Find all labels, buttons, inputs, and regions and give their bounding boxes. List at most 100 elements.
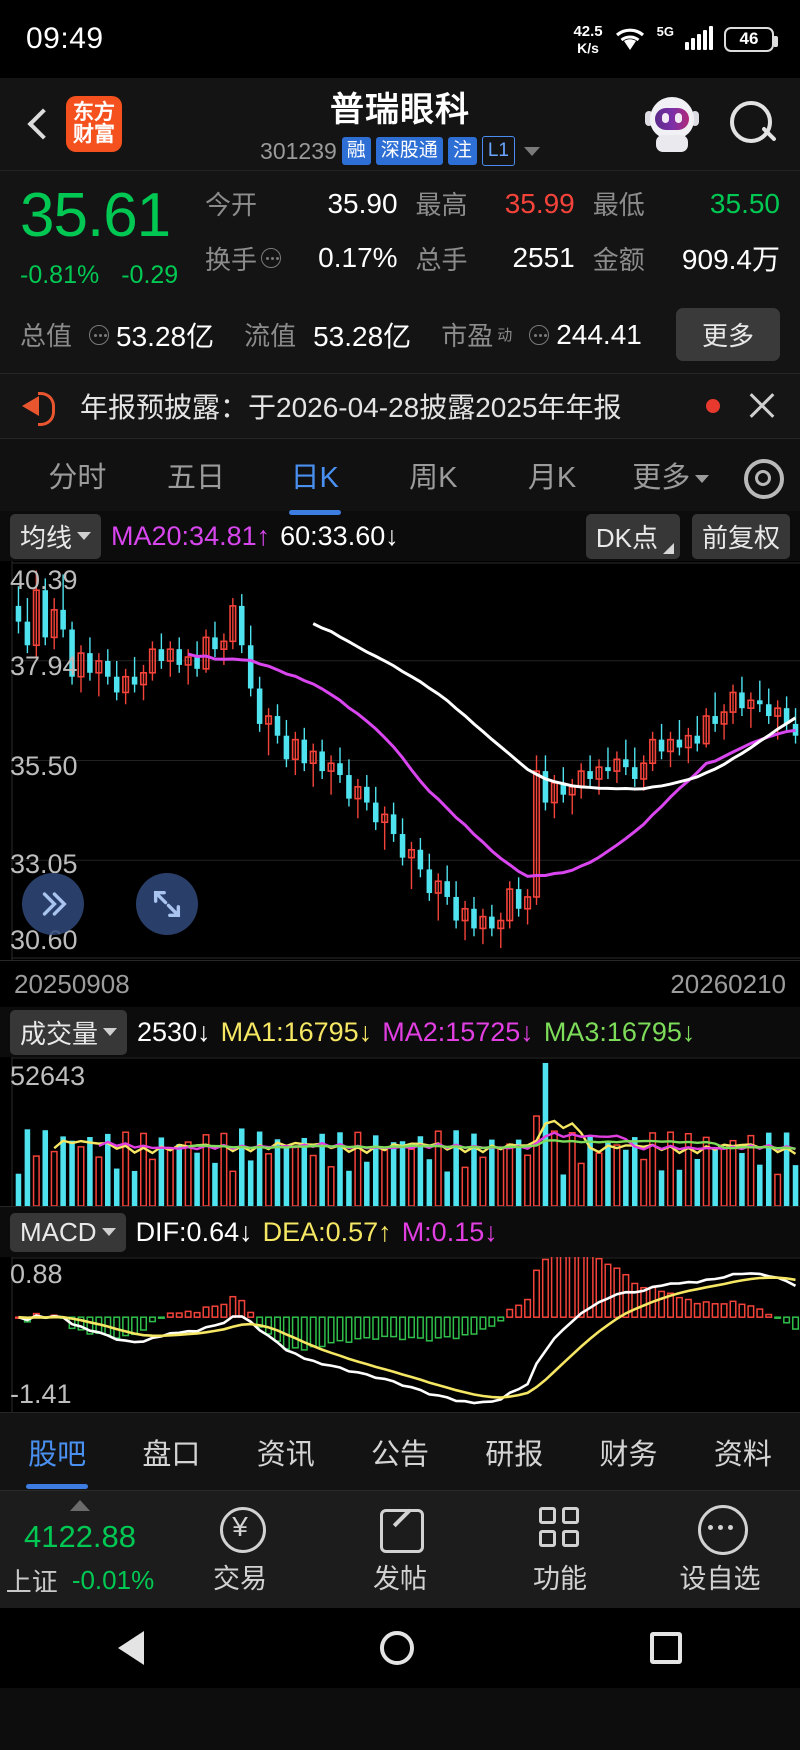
battery-icon: 46 [724,26,778,52]
double-chevron-right-icon[interactable] [22,873,84,935]
brand-logo[interactable]: 东方 财富 [66,96,122,152]
close-icon[interactable] [746,390,778,422]
tab-research[interactable]: 研报 [485,1438,544,1471]
amount-label: 金额 [592,244,645,275]
stock-meta-row: 301239 融 深股通 注 L1 [0,136,800,166]
turnover-label-text: 换手 [205,244,258,275]
volume-selector[interactable]: 成交量 [10,1009,128,1055]
index-widget[interactable]: 4122.88 上证 -0.01% [0,1500,160,1599]
turnover-label: 换手 [205,240,305,277]
gear-icon[interactable] [738,453,785,499]
footer-functions[interactable]: 功能 [480,1504,640,1596]
tag-margin[interactable]: 融 [341,137,371,165]
ma-selector[interactable]: 均线 [10,513,102,559]
pe-label: 市盈动 [441,316,522,353]
mktcap-label: 总值 [20,321,73,351]
open-label: 今开 [205,190,258,220]
wifi-icon [615,28,644,50]
tab-daily-k[interactable]: 日K [255,454,374,496]
ma20-value: MA20:34.81↑ [111,520,271,551]
brand-line-1: 东方 [73,100,115,124]
battery-level: 46 [739,29,759,48]
quote-secondary-row: 总值 53.28亿 流值 53.28亿 市盈动 244.41 更多 [20,308,780,361]
candlestick-chart[interactable]: 40.39 37.94 35.50 33.05 30.60 [0,561,800,961]
tag-level[interactable]: L1 [481,136,515,166]
info-icon[interactable] [89,324,110,345]
info-icon[interactable] [261,248,282,268]
chevron-down-icon[interactable] [523,146,540,156]
volume-selector-label: 成交量 [20,1018,99,1049]
quote-main-row: 35.61 -0.81% -0.29 今开 35.90 最高 35.99 最低 … [20,185,780,290]
notice-actions [706,390,778,422]
volume-indicator-strip: 成交量 2530↓ MA1:16795↓ MA2:15725↓ MA3:1679… [0,1007,800,1057]
adjust-mode-button[interactable]: 前复权 [691,513,790,559]
tab-forum[interactable]: 股吧 [0,1431,114,1473]
macd-chart[interactable]: 0.88 -1.41 [0,1257,800,1412]
pe-superscript: 动 [497,327,513,344]
volume-ma3: MA3:16795↓ [543,1016,696,1047]
ma60-value: 60:33.60↓ [280,520,399,551]
candlestick-svg [11,561,800,960]
float-cap-cell: 流值 53.28亿 [244,315,411,355]
high-value: 35.99 [504,187,575,219]
footer-post[interactable]: 发帖 [320,1504,480,1596]
notice-bar[interactable]: 年报预披露：于2026-04-28披露2025年年报 [0,373,800,439]
macd-dea: DEA:0.57↑ [262,1216,392,1247]
ma-indicator-strip: 均线 MA20:34.81↑ 60:33.60↓ DK点 前复权 [0,511,800,561]
tab-orderbook[interactable]: 盘口 [142,1438,201,1471]
signal-bars-icon [685,26,713,50]
tab-news[interactable]: 资讯 [256,1438,315,1471]
fullscreen-arrows-icon[interactable] [136,873,198,935]
volume-ma1: MA1:16795↓ [220,1016,373,1047]
footer-watchlist[interactable]: 设自选 [640,1504,800,1596]
megaphone-icon [22,389,62,426]
dk-point-button[interactable]: DK点 [585,513,680,559]
more-button[interactable]: 更多 [675,308,780,361]
net-speed-unit: K/s [577,39,599,56]
macd-m: M:0.15↓ [401,1216,498,1247]
tab-more-label: 更多 [632,462,691,494]
tab-monthly-k[interactable]: 月K [527,462,577,494]
volume-value: 2551 [512,242,575,273]
grid-apps-icon [537,1504,583,1550]
edit-post-icon [377,1504,424,1553]
quote-price-block: 35.61 -0.81% -0.29 [20,185,205,290]
change-absolute: -0.29 [121,261,179,289]
chevron-down-icon [77,532,92,540]
status-bar: 09:49 42.5 K/s 5G 46 [0,0,800,78]
tag-connect[interactable]: 深股通 [375,137,443,165]
pe-value: 244.41 [556,318,642,350]
macd-dif: DIF:0.64↓ [135,1216,253,1247]
tab-announcements[interactable]: 公告 [370,1438,429,1471]
tab-intraday[interactable]: 分时 [48,462,107,494]
info-icon[interactable] [529,324,550,345]
tab-five-day[interactable]: 五日 [167,462,226,494]
volume-chart[interactable]: 52643 [0,1057,800,1207]
search-icon[interactable] [728,99,778,149]
footer-trade[interactable]: 交易 [160,1504,320,1596]
footer-functions-label: 功能 [533,1563,587,1594]
tab-weekly-k[interactable]: 周K [409,462,458,494]
robot-avatar-icon[interactable] [644,95,700,153]
footer-trade-label: 交易 [213,1563,267,1594]
nav-back-icon[interactable] [118,1631,144,1665]
nav-home-icon[interactable] [380,1631,414,1665]
macd-selector[interactable]: MACD [10,1212,126,1252]
title-bar: 东方 财富 普瑞眼科 301239 融 深股通 注 L1 [0,78,800,170]
triangle-up-icon [70,1500,90,1511]
nav-recents-icon[interactable] [650,1632,682,1664]
chevron-down-icon [101,1228,116,1236]
tag-registration[interactable]: 注 [447,137,477,165]
tab-more[interactable]: 更多 [611,454,730,496]
macd-indicator-strip: MACD DIF:0.64↓ DEA:0.57↑ M:0.15↓ [0,1207,800,1257]
title-actions [644,95,778,153]
index-name: 上证 [5,1567,58,1597]
footer-post-label: 发帖 [373,1563,427,1594]
volume-label: 总手 [415,244,468,275]
network-type: 5G [656,23,674,39]
network-speed: 42.5 K/s [573,24,602,55]
price-change-block: -0.81% -0.29 [20,261,205,290]
tab-profile[interactable]: 资料 [713,1438,772,1471]
tab-financials[interactable]: 财务 [599,1438,658,1471]
android-nav-bar [0,1608,800,1688]
